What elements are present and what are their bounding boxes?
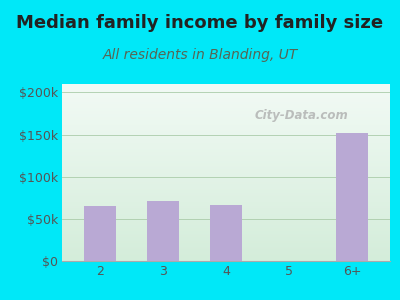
Bar <box>84 206 116 261</box>
Text: Median family income by family size: Median family income by family size <box>16 14 384 32</box>
Text: City-Data.com: City-Data.com <box>254 110 348 122</box>
Bar <box>147 201 179 261</box>
Bar <box>210 205 242 261</box>
Text: All residents in Blanding, UT: All residents in Blanding, UT <box>102 48 298 62</box>
Bar <box>336 133 368 261</box>
